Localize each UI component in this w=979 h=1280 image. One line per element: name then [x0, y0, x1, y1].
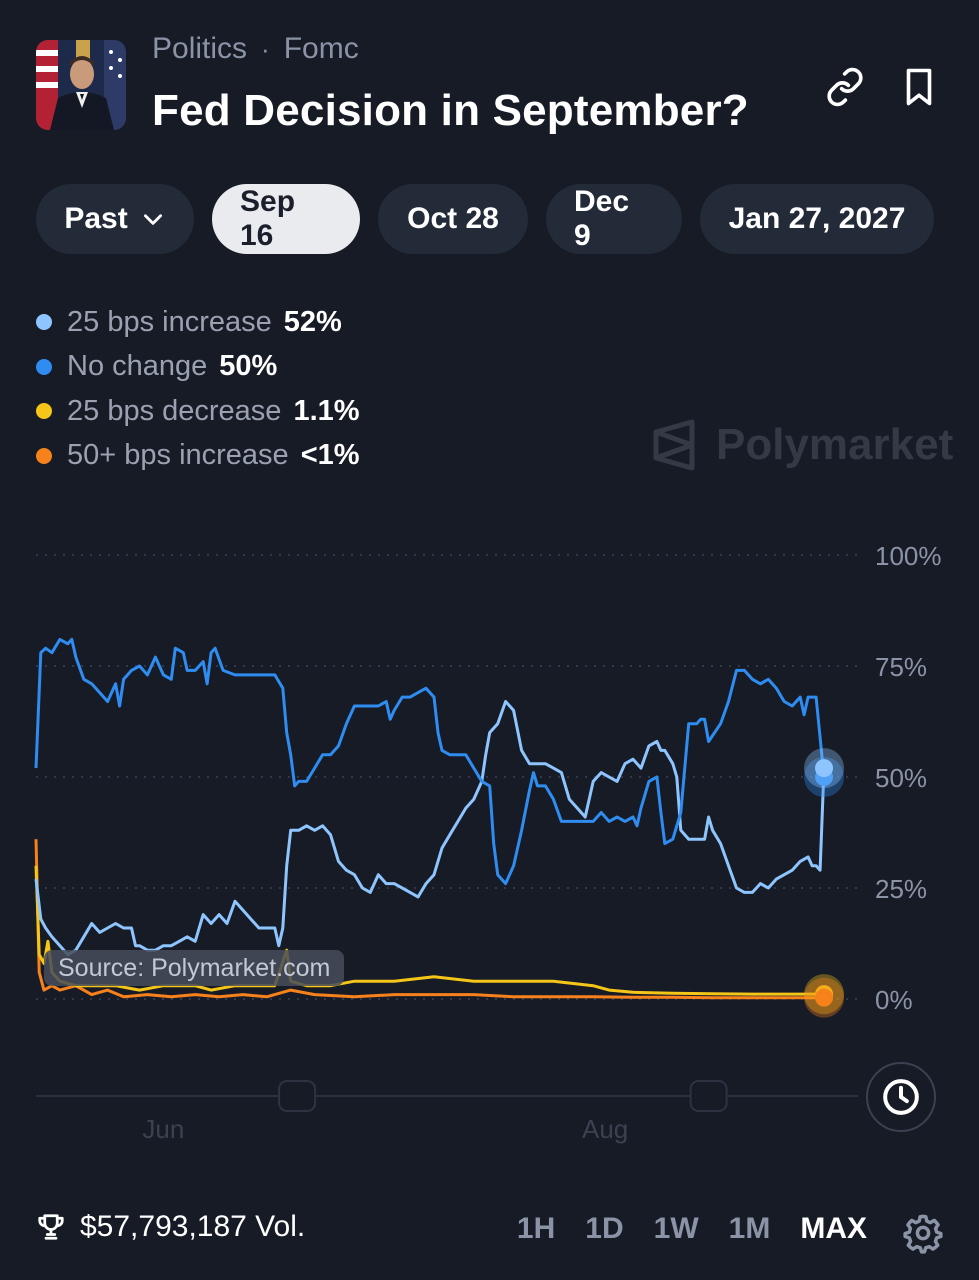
clock-icon: [883, 1079, 919, 1115]
legend-value: 50%: [219, 350, 278, 383]
gear-icon: [903, 1214, 943, 1254]
legend-swatch: [36, 403, 52, 420]
legend-swatch: [36, 314, 52, 331]
volume-text: $57,793,187 Vol.: [80, 1210, 306, 1243]
x-tick-label: Aug: [582, 1114, 628, 1144]
legend-swatch: [36, 358, 52, 375]
tab-oct-28[interactable]: Oct 28: [378, 184, 528, 254]
market-avatar: [36, 40, 126, 130]
source-label: Source: Polymarket.com: [44, 950, 345, 986]
range-1d[interactable]: 1D: [585, 1212, 624, 1245]
portrait-image: [36, 40, 126, 130]
y-tick-label: 50%: [875, 763, 927, 793]
legend-entry: 50+ bps increase <1%: [36, 434, 360, 479]
range-1w[interactable]: 1W: [653, 1212, 699, 1245]
chart-legend: 25 bps increase 52% No change 50% 25 bps…: [36, 300, 360, 478]
breadcrumb-fomc[interactable]: Fomc: [283, 32, 359, 65]
time-range-selector: 1H 1D 1W 1M MAX: [517, 1212, 867, 1246]
breadcrumb: Politics · Fomc: [152, 32, 359, 66]
breadcrumb-separator: ·: [261, 33, 270, 64]
bookmark-icon: [906, 68, 932, 106]
legend-label: 25 bps increase: [67, 305, 272, 338]
series-line: [34, 637, 826, 886]
chart-settings-button[interactable]: [902, 1212, 944, 1254]
tab-past[interactable]: Past: [36, 184, 194, 254]
range-handle[interactable]: [278, 1080, 317, 1112]
tab-past-label: Past: [64, 202, 128, 235]
range-1h[interactable]: 1H: [516, 1212, 556, 1245]
tab-dec-9[interactable]: Dec 9: [546, 184, 682, 254]
price-chart: 100% 75% 50% 25% 0% Jun Aug: [34, 541, 942, 1144]
chevron-down-icon: [143, 214, 162, 225]
legend-value: 1.1%: [293, 394, 360, 427]
tab-sep-16[interactable]: Sep 16: [212, 184, 360, 254]
legend-entry: 25 bps decrease 1.1%: [36, 389, 360, 434]
legend-label: No change: [67, 350, 208, 383]
range-handle[interactable]: [689, 1080, 728, 1112]
series-endpoint: [815, 759, 834, 778]
watermark-text: Polymarket: [716, 420, 954, 469]
y-tick-label: 25%: [875, 874, 927, 904]
page-title: Fed Decision in September?: [152, 86, 749, 135]
range-1m[interactable]: 1M: [728, 1212, 771, 1245]
polymarket-watermark: Polymarket: [650, 418, 953, 472]
y-tick-label: 100%: [875, 541, 942, 571]
legend-value: <1%: [300, 439, 360, 472]
range-max[interactable]: MAX: [800, 1212, 867, 1245]
series-line: [34, 700, 826, 957]
legend-swatch: [36, 447, 52, 464]
legend-label: 50+ bps increase: [67, 439, 289, 472]
legend-entry: No change 50%: [36, 345, 360, 390]
legend-entry: 25 bps increase 52%: [36, 300, 360, 345]
trophy-icon: [38, 1214, 64, 1240]
tab-jan-27-2027[interactable]: Jan 27, 2027: [700, 184, 934, 254]
x-tick-label: Jun: [142, 1114, 184, 1144]
y-tick-label: 75%: [875, 652, 927, 682]
polymarket-logo-icon: [653, 419, 695, 471]
date-tabs: Past Sep 16 Oct 28 Dec 9 Jan 27, 2027: [36, 184, 934, 254]
history-button[interactable]: [866, 1062, 936, 1132]
series-endpoint: [815, 988, 834, 1007]
legend-value: 52%: [283, 305, 342, 338]
legend-label: 25 bps decrease: [67, 394, 282, 427]
y-tick-label: 0%: [875, 985, 913, 1015]
bookmark-button[interactable]: [896, 64, 942, 110]
copy-link-button[interactable]: [822, 64, 868, 110]
link-icon: [827, 67, 863, 107]
volume-display: $57,793,187 Vol.: [36, 1210, 305, 1244]
breadcrumb-politics[interactable]: Politics: [152, 32, 248, 65]
